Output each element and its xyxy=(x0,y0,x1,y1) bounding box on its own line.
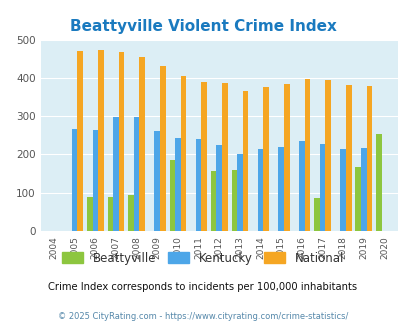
Bar xyxy=(98,50,103,231)
Bar xyxy=(360,148,366,231)
Text: © 2025 CityRating.com - https://www.cityrating.com/crime-statistics/: © 2025 CityRating.com - https://www.city… xyxy=(58,312,347,321)
Bar xyxy=(154,131,160,231)
Bar xyxy=(278,147,283,231)
Bar xyxy=(128,195,134,231)
Bar xyxy=(87,197,92,231)
Bar xyxy=(139,57,145,231)
Bar xyxy=(92,130,98,231)
Bar xyxy=(375,134,381,231)
Bar xyxy=(345,85,351,231)
Bar xyxy=(319,144,324,231)
Bar xyxy=(169,160,175,231)
Bar xyxy=(304,79,309,231)
Bar xyxy=(237,154,242,231)
Bar xyxy=(72,129,77,231)
Bar xyxy=(339,149,345,231)
Text: Beattyville Violent Crime Index: Beattyville Violent Crime Index xyxy=(69,19,336,34)
Bar xyxy=(77,51,83,231)
Bar xyxy=(210,171,216,231)
Bar xyxy=(354,167,360,231)
Bar xyxy=(263,87,268,231)
Bar xyxy=(231,170,237,231)
Bar xyxy=(113,117,119,231)
Text: Crime Index corresponds to incidents per 100,000 inhabitants: Crime Index corresponds to incidents per… xyxy=(48,282,357,292)
Bar xyxy=(324,80,330,231)
Bar xyxy=(366,86,371,231)
Bar xyxy=(222,83,227,231)
Bar xyxy=(180,76,186,231)
Bar xyxy=(313,198,319,231)
Bar xyxy=(134,117,139,231)
Bar xyxy=(298,141,304,231)
Bar xyxy=(160,66,165,231)
Bar xyxy=(216,145,222,231)
Bar xyxy=(119,52,124,231)
Bar xyxy=(242,90,247,231)
Legend: Beattyville, Kentucky, National: Beattyville, Kentucky, National xyxy=(57,247,348,269)
Bar xyxy=(195,139,201,231)
Bar xyxy=(201,82,207,231)
Bar xyxy=(175,138,180,231)
Bar xyxy=(107,197,113,231)
Bar xyxy=(283,84,289,231)
Bar xyxy=(257,149,263,231)
